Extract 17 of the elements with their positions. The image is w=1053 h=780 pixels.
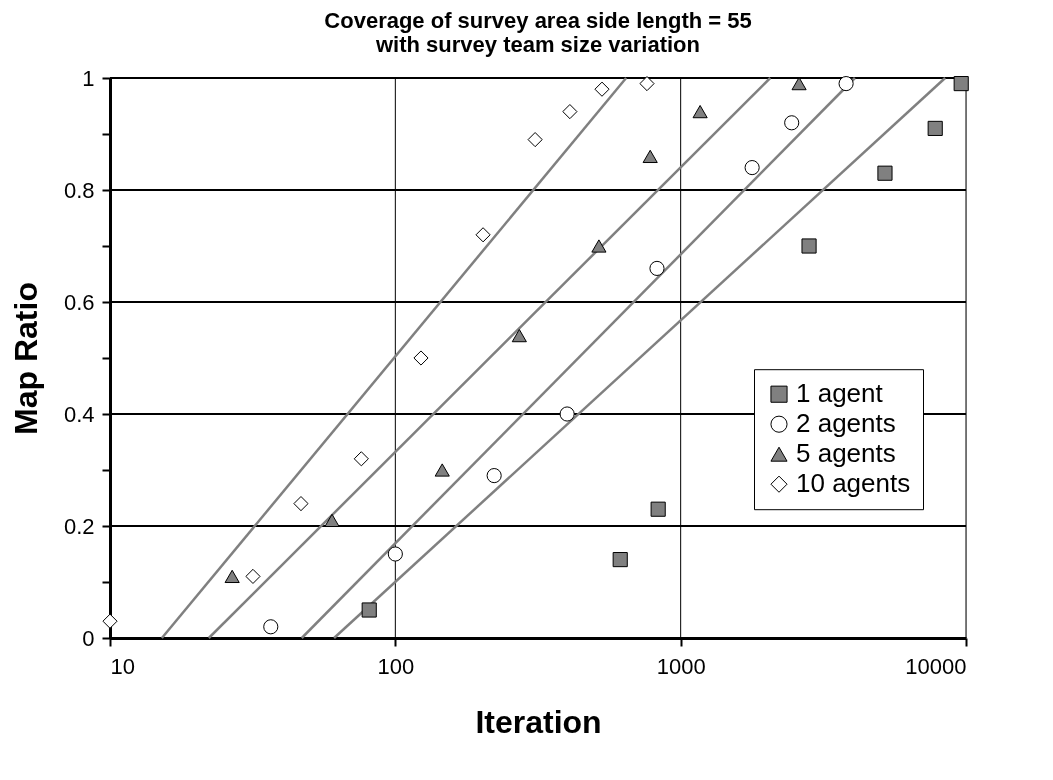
legend-label: 2 agents [796, 408, 896, 439]
x-axis-title: Iteration [475, 703, 602, 740]
chart-title: Coverage of survey area side length = 55 with survey team size variation [324, 8, 752, 57]
y-tick-label: 0.8 [63, 177, 95, 203]
y-tick-label: 1 [82, 65, 95, 91]
x-tick-label: 10 [110, 653, 135, 679]
legend-label: 1 agent [796, 378, 884, 409]
y-tick-label: 0.6 [63, 289, 95, 315]
y-tick-label: 0.2 [63, 513, 95, 539]
legend-label: 5 agents [796, 438, 896, 469]
x-tick-label: 10000 [905, 653, 967, 679]
y-tick-label: 0 [82, 625, 95, 651]
y-axis-title: Map Ratio [7, 282, 44, 435]
x-tick-label: 1000 [656, 653, 706, 679]
legend-label: 10 agents [796, 468, 911, 499]
y-tick-label: 0.4 [63, 401, 95, 427]
x-tick-label: 100 [377, 653, 415, 679]
